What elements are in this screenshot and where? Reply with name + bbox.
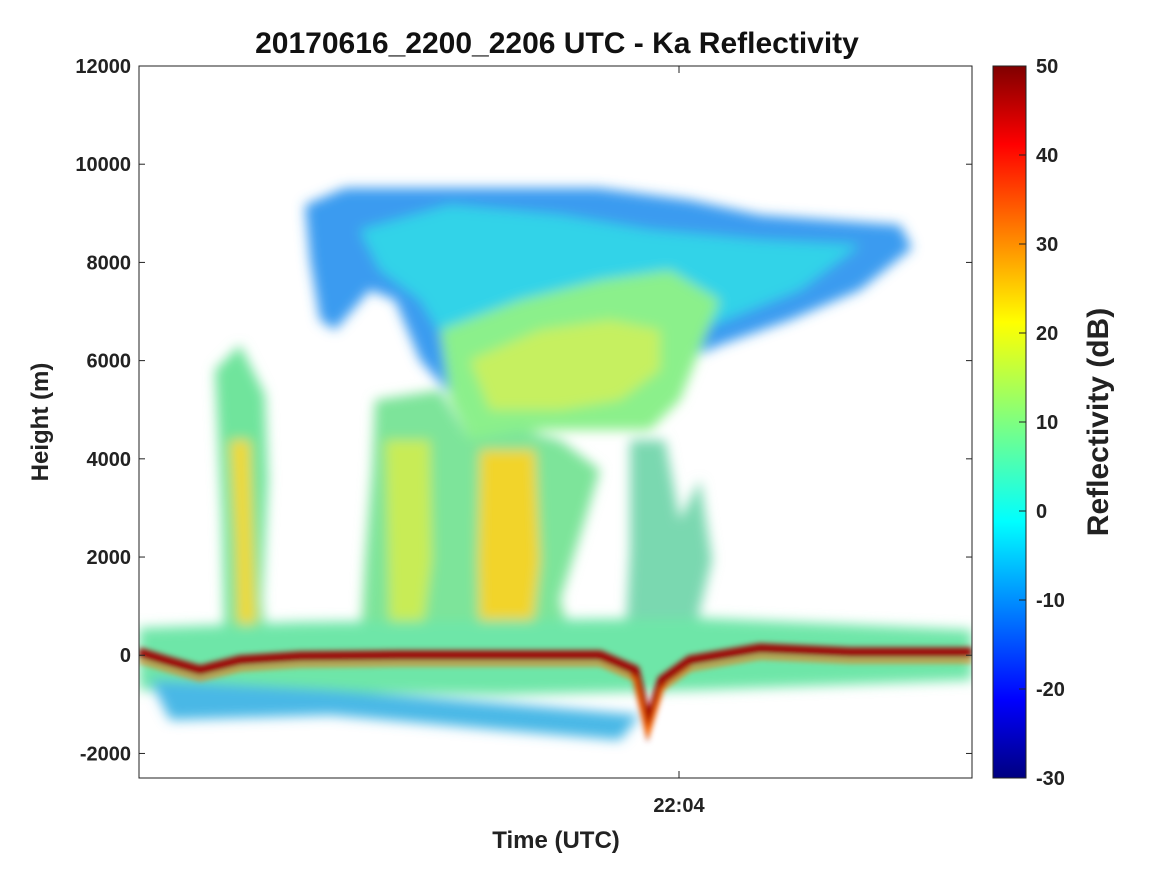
reflectivity-field [139, 188, 972, 743]
x-axis: 22:04 [653, 66, 705, 817]
left-column-core [230, 440, 258, 650]
colorbar-tick-label: 50 [1036, 56, 1058, 78]
colorbar-tick-label: 10 [1036, 412, 1058, 434]
y-tick-label: 8000 [87, 252, 132, 274]
colorbar-tick-label: -30 [1036, 768, 1065, 790]
colorbar-label: Reflectivity (dB) [1082, 308, 1115, 536]
central-column-core [478, 450, 540, 650]
colorbar-tick-label: 0 [1036, 501, 1047, 523]
chart-title: 20170616_2200_2206 UTC - Ka Reflectivity [255, 27, 859, 60]
y-axis: -2000 0 2000 4000 6000 8000 10000 12000 [75, 56, 972, 765]
x-tick-label: 22:04 [653, 795, 705, 817]
colorbar-tick-label: 30 [1036, 234, 1058, 256]
y-tick-label: 10000 [75, 154, 131, 176]
right-column [625, 440, 712, 650]
y-tick-label: 6000 [87, 351, 132, 373]
y-tick-label: 4000 [87, 449, 132, 471]
y-tick-label: 2000 [87, 547, 132, 569]
colorbar-tick-label: -20 [1036, 679, 1065, 701]
y-tick-label: 12000 [75, 56, 131, 78]
subsurface-echo [150, 680, 640, 740]
mid-cloud-core [470, 320, 660, 410]
plot-area-border [138, 65, 973, 779]
y-tick-label: 0 [120, 645, 131, 667]
surface-return [139, 643, 972, 743]
colorbar-tick-label: 40 [1036, 145, 1058, 167]
surface-return-edge [139, 655, 972, 740]
x-axis-label: Time (UTC) [492, 827, 620, 854]
y-axis-label: Height (m) [27, 363, 54, 482]
central-column-secondary [385, 440, 432, 650]
y-tick-label: -2000 [80, 743, 131, 765]
colorbar-tick-label: 20 [1036, 323, 1058, 345]
colorbar-tick-label: -10 [1036, 590, 1065, 612]
colorbar-axis: -30 -20 -10 0 10 20 30 40 50 [1019, 56, 1065, 790]
